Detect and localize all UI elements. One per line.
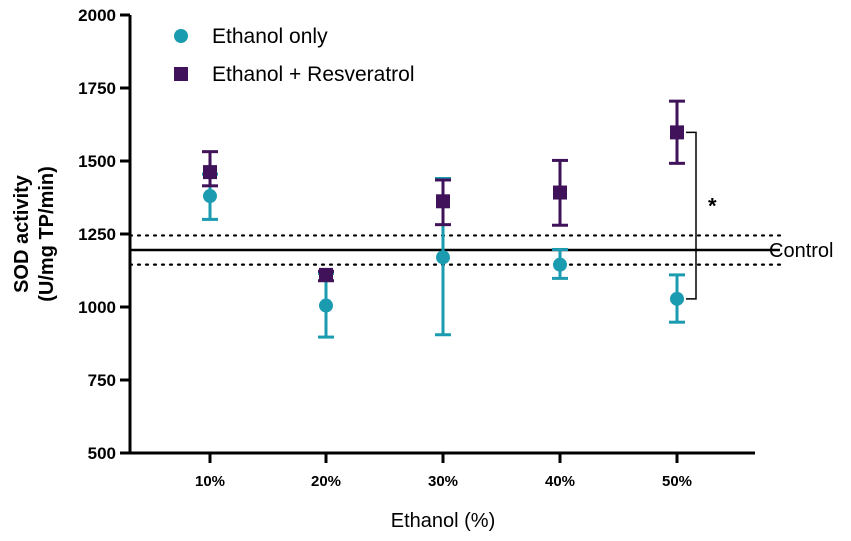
x-axis-title: Ethanol (%) <box>391 510 496 532</box>
legend-marker-circle <box>174 29 188 43</box>
x-tick-label: 30% <box>428 473 458 490</box>
y-tick-label: 2000 <box>78 6 116 25</box>
y-tick-label: 750 <box>88 371 116 390</box>
legend-label-ethanol-resveratrol: Ethanol + Resveratrol <box>212 63 415 86</box>
data-point-circle <box>203 189 217 204</box>
y-tick-label: 1750 <box>78 79 116 98</box>
x-tick-label: 20% <box>311 473 341 490</box>
y-axis-title-line2: (U/mg TP/min) <box>36 166 58 302</box>
legend-marker-square <box>174 67 188 81</box>
data-point-circle <box>553 257 567 272</box>
significance-bracket <box>686 131 697 300</box>
y-tick-label: 1250 <box>78 225 116 244</box>
y-axis-title-line1: SOD activity <box>11 174 33 293</box>
annotations: Control * <box>686 131 833 300</box>
data-point-square <box>670 125 684 140</box>
y-tick-label: 500 <box>88 444 116 463</box>
data-point-square <box>203 165 217 180</box>
legend: Ethanol only Ethanol + Resveratrol <box>174 25 415 86</box>
data-point-square <box>553 185 567 200</box>
data-point-circle <box>319 298 333 313</box>
y-tick-label: 1000 <box>78 298 116 317</box>
x-tick-label: 10% <box>195 473 225 490</box>
control-label: Control <box>769 240 833 262</box>
data-series <box>202 99 685 339</box>
series-1 <box>202 99 685 283</box>
data-point-circle <box>436 250 450 265</box>
significance-star: * <box>708 194 717 219</box>
data-point-circle <box>670 291 684 306</box>
y-axis-title: SOD activity (U/mg TP/min) <box>11 166 58 302</box>
x-tick-label: 50% <box>662 473 692 490</box>
y-tick-label: 1500 <box>78 152 116 171</box>
control-lines <box>128 234 782 266</box>
data-point-square <box>436 194 450 209</box>
x-tick-label: 40% <box>545 473 575 490</box>
legend-label-ethanol-only: Ethanol only <box>212 25 328 48</box>
axes: 500 750 1000 1250 1500 1750 2000 10% 20% 30% 40% 50… <box>11 6 755 532</box>
data-point-square <box>319 267 333 282</box>
